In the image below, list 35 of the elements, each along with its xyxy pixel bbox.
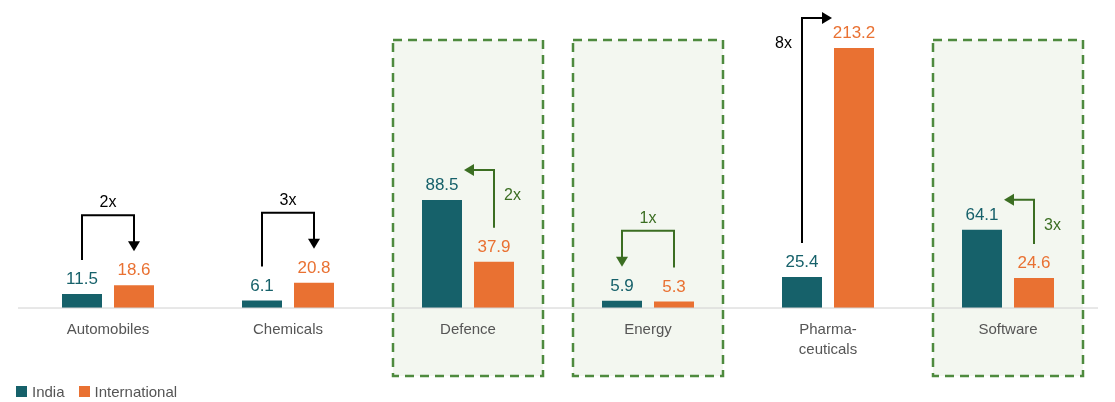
x-tick-label: Defence <box>440 320 496 337</box>
bar <box>294 282 334 308</box>
bar <box>62 293 102 308</box>
data-label: 5.9 <box>610 275 634 295</box>
x-tick-label: Chemicals <box>252 320 324 337</box>
annotation: 8x <box>775 34 792 51</box>
x-tick-label: Energy <box>624 320 673 337</box>
legend-label: India <box>31 383 65 400</box>
data-label: 37.9 <box>477 236 511 256</box>
bar <box>474 261 514 308</box>
bar <box>422 200 462 308</box>
x-tick-label: Pharma- ceuticals <box>798 320 858 357</box>
data-label: 18.6 <box>117 260 151 280</box>
annotation: 2x <box>99 193 117 211</box>
annotation: 3x <box>279 190 297 208</box>
data-label: 64.1 <box>965 204 999 224</box>
data-label: 20.8 <box>297 257 331 277</box>
bar <box>834 48 874 308</box>
data-label: 213.2 <box>832 23 876 42</box>
bar <box>114 285 154 308</box>
annotation: 3x <box>1044 215 1061 233</box>
data-label: 25.4 <box>785 252 819 272</box>
annotation: 2x <box>504 186 521 204</box>
data-label: 5.3 <box>662 276 686 296</box>
annotation: 1x <box>639 208 657 226</box>
x-tick-label: Software <box>978 320 1038 337</box>
bar <box>962 229 1002 308</box>
data-label: 6.1 <box>250 275 274 295</box>
x-tick-label: Automobiles <box>66 320 150 337</box>
bar <box>1014 278 1054 308</box>
data-label: 24.6 <box>1017 253 1051 272</box>
bar <box>782 277 822 308</box>
data-label: 88.5 <box>425 175 459 195</box>
data-label: 11.5 <box>66 268 98 288</box>
legend-label: International <box>93 383 178 400</box>
